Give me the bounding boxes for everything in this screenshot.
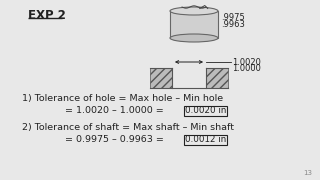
Text: = 0.9975 – 0.9963 =: = 0.9975 – 0.9963 =: [65, 135, 164, 144]
Bar: [170, 11, 218, 38]
Bar: [150, 68, 172, 88]
Text: 13: 13: [303, 170, 312, 176]
Text: 1.0000: 1.0000: [232, 64, 261, 73]
Text: 1.0020: 1.0020: [232, 58, 261, 67]
Text: 1) Tolerance of hole = Max hole – Min hole: 1) Tolerance of hole = Max hole – Min ho…: [22, 94, 223, 103]
Text: 0.0012 in: 0.0012 in: [185, 135, 226, 144]
Text: .9963: .9963: [221, 20, 245, 29]
Text: .9975: .9975: [221, 13, 245, 22]
Bar: [184, 134, 227, 145]
Text: = 1.0020 – 1.0000 =: = 1.0020 – 1.0000 =: [65, 106, 164, 115]
Text: 2) Tolerance of shaft = Max shaft – Min shaft: 2) Tolerance of shaft = Max shaft – Min …: [22, 123, 234, 132]
Bar: [184, 105, 227, 116]
Text: 0.0020 in: 0.0020 in: [185, 106, 226, 115]
Bar: [206, 68, 228, 88]
Ellipse shape: [170, 7, 218, 15]
Text: EXP 2: EXP 2: [28, 9, 66, 22]
Ellipse shape: [170, 34, 218, 42]
